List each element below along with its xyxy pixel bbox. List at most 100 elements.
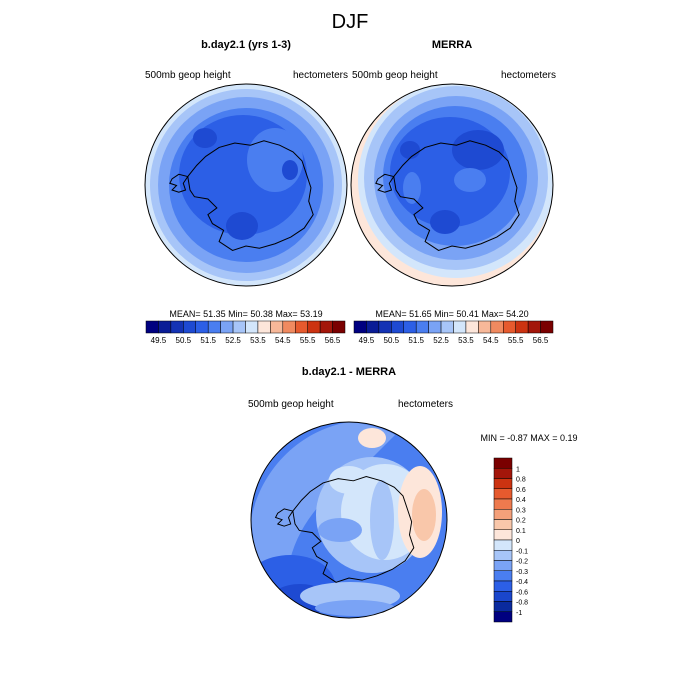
panel-model-colorbar-swatch: [245, 320, 259, 334]
panel-diff-colorbar-swatch: [493, 591, 513, 602]
panel-diff-colorbar-tick-label: 0.2: [516, 518, 526, 525]
panel-diff-colorbar-swatch: [493, 509, 513, 520]
panel-diff-colorbar-swatch: [493, 601, 513, 612]
panel-merra-colorbar-swatch: [540, 320, 554, 334]
panel-diff-colorbar-swatch: [493, 519, 513, 530]
panel-merra-colorbar-tick-label: 54.5: [483, 336, 499, 345]
panel-model-colorbar-swatch: [232, 320, 246, 334]
panel-diff-colorbar-swatch: [493, 570, 513, 582]
panel-diff-colorbar-tick-label: 0.6: [516, 487, 526, 494]
panel-merra-colorbar-swatch: [415, 320, 429, 334]
panel-merra: MERRA 500mb geop height hectometers MEAN…: [350, 39, 556, 345]
panel-diff-colorbar-tick-label: -1: [516, 610, 522, 617]
panel-diff-colorbar-tick-label: -0.6: [516, 589, 528, 596]
panel-merra-map: [351, 84, 553, 286]
panel-model-colorbar-tick-label: 50.5: [176, 336, 192, 345]
panel-diff-left-label: 500mb geop height: [248, 399, 334, 410]
panel-merra-colorbar-swatch: [353, 320, 367, 334]
panel-merra-colorbar-swatch: [503, 320, 516, 334]
panel-model-colorbar-swatch: [183, 320, 196, 334]
panel-diff-colorbar-swatch: [493, 457, 513, 469]
panel-merra-colorbar-tick-label: 51.5: [408, 336, 424, 345]
panel-model-right-label: hectometers: [293, 70, 348, 81]
panel-model-colorbar-swatch: [220, 320, 234, 334]
panel-diff-colorbar-tick-label: -0.2: [516, 559, 528, 566]
panel-merra-colorbar-swatch: [428, 320, 442, 334]
panel-merra-border: [350, 83, 554, 287]
panel-diff-colorbar-swatch: [493, 611, 513, 623]
panel-diff-border: [250, 421, 448, 619]
panel-diff-colorbar: 1 0.8 0.6 0.4 0.3 0.2 0.1 0 -0.1 -0.2 -0.3 -0.4 -0.6…: [493, 457, 528, 623]
panel-diff-colorbar-swatch: [493, 560, 513, 571]
panel-model: b.day2.1 (yrs 1-3) 500mb geop height hec…: [144, 39, 348, 345]
panel-merra-colorbar-swatch: [391, 320, 404, 334]
panel-model-map: [145, 84, 347, 286]
panel-merra-colorbar-swatch: [527, 320, 541, 334]
panel-merra-left-label: 500mb geop height: [352, 70, 438, 81]
panel-model-colorbar-swatch: [282, 320, 296, 334]
panel-diff-map: [251, 422, 447, 618]
panel-model-colorbar-swatch: [270, 320, 284, 334]
panel-diff-colorbar-tick-label: -0.1: [516, 548, 528, 555]
panel-model-colorbar-swatch: [295, 320, 308, 334]
panel-diff-colorbar-tick-label: -0.3: [516, 569, 528, 576]
panel-merra-colorbar-swatch: [440, 320, 454, 334]
panel-merra-colorbar-tick-label: 49.5: [359, 336, 375, 345]
panel-model-title: b.day2.1 (yrs 1-3): [201, 39, 291, 51]
panel-diff: b.day2.1 - MERRA 500mb geop height hecto…: [248, 366, 578, 623]
panel-diff-colorbar-tick-label: -0.8: [516, 600, 528, 607]
panel-merra-colorbar-swatch: [490, 320, 504, 334]
panel-diff-colorbar-swatch: [493, 478, 513, 489]
panel-model-colorbar-tick-label: 49.5: [151, 336, 167, 345]
panel-model-colorbar-swatch: [170, 320, 184, 334]
panel-diff-colorbar-swatch: [493, 468, 513, 479]
panel-model-colorbar-swatch: [145, 320, 159, 334]
panel-merra-colorbar-swatch: [453, 320, 467, 334]
panel-merra-colorbar-tick-label: 52.5: [433, 336, 449, 345]
panel-diff-colorbar-swatch: [493, 498, 513, 510]
panel-merra-colorbar-tick-label: 50.5: [384, 336, 400, 345]
panel-merra-colorbar-swatch: [403, 320, 417, 334]
panel-merra-colorbar-tick-label: 55.5: [508, 336, 524, 345]
panel-model-left-label: 500mb geop height: [145, 70, 231, 81]
panel-diff-title: b.day2.1 - MERRA: [302, 366, 396, 378]
figure-title: DJF: [332, 11, 369, 33]
panel-model-colorbar-tick-label: 55.5: [300, 336, 316, 345]
panel-diff-colorbar-swatch: [493, 529, 513, 541]
panel-merra-colorbar-swatch: [465, 320, 479, 334]
panel-diff-colorbar-tick-label: 0: [516, 538, 520, 545]
panel-merra-right-label: hectometers: [501, 70, 556, 81]
panel-merra-title: MERRA: [432, 39, 472, 51]
panel-merra-colorbar-swatch: [378, 320, 392, 334]
panel-diff-colorbar-tick-label: 0.8: [516, 477, 526, 484]
panel-model-colorbar-tick-label: 56.5: [325, 336, 341, 345]
panel-diff-stats: MIN = -0.87 MAX = 0.19: [480, 433, 577, 443]
panel-merra-stats: MEAN= 51.65 Min= 50.41 Max= 54.20: [375, 309, 528, 319]
panel-merra-colorbar-tick-label: 53.5: [458, 336, 474, 345]
panel-model-colorbar: 49.5 50.5 51.5 52.5 53.5 54.5 55.5 56.5: [145, 320, 346, 345]
panel-model-colorbar-tick-label: 54.5: [275, 336, 291, 345]
panel-model-colorbar-swatch: [307, 320, 321, 334]
panel-diff-colorbar-tick-label: 0.1: [516, 528, 526, 535]
panel-diff-colorbar-tick-label: -0.4: [516, 579, 528, 586]
panel-model-colorbar-swatch: [257, 320, 271, 334]
panel-model-stats: MEAN= 51.35 Min= 50.38 Max= 53.19: [169, 309, 322, 319]
panel-diff-colorbar-tick-label: 0.4: [516, 497, 526, 504]
panel-merra-colorbar-swatch: [515, 320, 529, 334]
panel-diff-colorbar-swatch: [493, 550, 513, 561]
panel-diff-colorbar-tick-label: 0.3: [516, 507, 526, 514]
panel-merra-colorbar: 49.5 50.5 51.5 52.5 53.5 54.5 55.5 56.5: [353, 320, 554, 345]
panel-model-colorbar-tick-label: 52.5: [225, 336, 241, 345]
panel-model-colorbar-swatch: [195, 320, 209, 334]
panel-model-colorbar-tick-label: 53.5: [250, 336, 266, 345]
panel-merra-colorbar-swatch: [478, 320, 492, 334]
panel-diff-colorbar-swatch: [493, 539, 513, 551]
panel-model-colorbar-swatch: [207, 320, 221, 334]
panel-diff-colorbar-swatch: [493, 580, 513, 592]
panel-model-colorbar-swatch: [332, 320, 346, 334]
panel-model-colorbar-tick-label: 51.5: [200, 336, 216, 345]
panel-merra-colorbar-swatch: [366, 320, 380, 334]
panel-model-border: [144, 83, 348, 287]
panel-model-colorbar-swatch: [158, 320, 172, 334]
